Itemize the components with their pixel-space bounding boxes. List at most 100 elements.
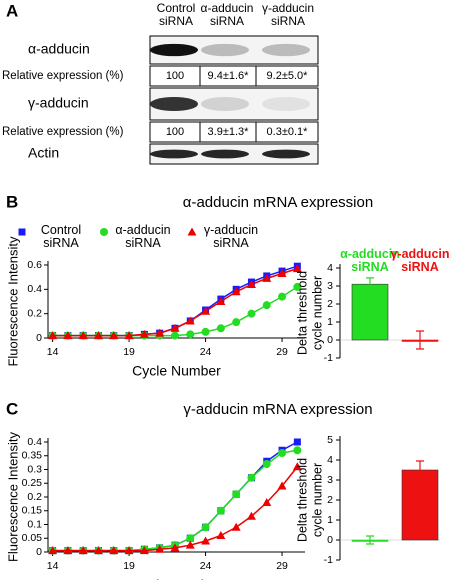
marker (155, 328, 165, 337)
y-tick-label: 0.6 (27, 259, 42, 271)
column-header: α-adducin siRNA (200, 1, 254, 28)
legend-label: α-adducin siRNA (115, 223, 171, 251)
marker (201, 523, 210, 532)
marker (201, 536, 211, 545)
y-axis-label: cycle number (310, 463, 324, 537)
column-header: γ-adducin siRNA (261, 1, 315, 28)
y-tick-label: 0 (327, 534, 333, 546)
marker (262, 301, 271, 310)
marker (109, 546, 119, 555)
y-tick-label: 2 (327, 298, 333, 310)
marker (278, 449, 287, 457)
marker (246, 511, 256, 520)
marker (155, 544, 165, 553)
y-tick-label: 0.4 (27, 283, 42, 295)
marker (48, 546, 58, 555)
row-label: Actin (28, 145, 59, 161)
y-tick-label: 0.3 (27, 463, 42, 475)
x-axis-label: Cycle Number (132, 363, 221, 379)
y-tick-label: 2 (327, 494, 333, 506)
marker (232, 490, 241, 499)
y-tick-label: 0.4 (27, 436, 42, 448)
x-tick-label: 29 (276, 560, 288, 572)
blot-band (201, 96, 249, 112)
relative-expression: 0.3±0.1* (267, 126, 309, 138)
blot-band (262, 96, 310, 112)
legend-marker (100, 228, 108, 236)
marker (262, 498, 272, 506)
marker (124, 331, 134, 340)
y-tick-label: 4 (327, 454, 333, 466)
blot-band (150, 43, 198, 57)
series-line (52, 449, 298, 552)
y-axis-label: Fluorescence Intensity (5, 431, 20, 562)
relative-expression: 9.2±5.0* (267, 70, 309, 82)
legend-label: γ-adducin siRNA (203, 223, 259, 251)
marker (278, 292, 287, 301)
marker (170, 323, 180, 332)
error-bar (416, 330, 424, 350)
y-tick-label: 0 (327, 334, 333, 346)
marker (216, 297, 226, 305)
marker (78, 546, 88, 555)
marker (170, 543, 180, 552)
blot-band (150, 149, 198, 159)
y-tick-label: 3 (327, 280, 333, 292)
marker (109, 331, 119, 340)
marker (293, 438, 301, 446)
table-cell-frame (149, 121, 319, 143)
marker (262, 273, 272, 282)
relative-expression: 9.4±1.6* (208, 70, 250, 82)
panel-label: C (6, 399, 18, 418)
marker (246, 279, 256, 288)
series-line (52, 466, 298, 552)
x-axis-label: Cycle Number (132, 577, 221, 580)
marker (216, 324, 225, 333)
y-tick-label: 0 (36, 332, 42, 344)
blot-frame (149, 87, 319, 121)
row-label: Relative expression (%) (2, 126, 124, 138)
y-axis-label: Fluorescence Intensity (5, 236, 20, 367)
table-cell-frame (149, 65, 319, 87)
blot-band (201, 43, 249, 57)
marker (262, 460, 271, 468)
blot-band (150, 96, 198, 112)
row-label: γ-adducin (28, 95, 89, 111)
relative-expression: 100 (166, 126, 184, 138)
marker (93, 331, 103, 340)
y-tick-label: 0.2 (27, 307, 42, 319)
chart-title: α-adducin mRNA expression (183, 194, 373, 211)
category-label: α-adducin siRNA (340, 247, 400, 275)
y-tick-label: 5 (327, 434, 333, 446)
error-bar (416, 460, 424, 470)
marker (124, 546, 134, 555)
category-label: γ-adducin siRNA (390, 247, 450, 275)
y-axis-label: Delta threshold (295, 458, 309, 542)
marker (293, 446, 302, 455)
y-tick-label: -1 (324, 554, 333, 566)
marker (48, 331, 58, 340)
row-label: Relative expression (%) (2, 70, 124, 82)
marker (232, 318, 241, 327)
x-tick-label: 14 (47, 560, 59, 572)
column-header: Control siRNA (156, 1, 196, 28)
marker (277, 269, 287, 278)
marker (292, 462, 302, 471)
marker (186, 330, 195, 339)
bar (351, 283, 389, 341)
marker (277, 481, 287, 490)
x-tick-label: 19 (123, 346, 135, 358)
marker (293, 282, 302, 291)
marker (186, 534, 195, 543)
blot-band (262, 149, 310, 159)
legend-marker (18, 228, 26, 236)
marker (185, 540, 195, 549)
marker (139, 546, 149, 555)
x-tick-label: 24 (200, 346, 212, 358)
y-tick-label: 3 (327, 474, 333, 486)
marker (78, 331, 88, 340)
y-tick-label: 0.25 (22, 477, 43, 489)
panel-label: A (6, 1, 18, 20)
